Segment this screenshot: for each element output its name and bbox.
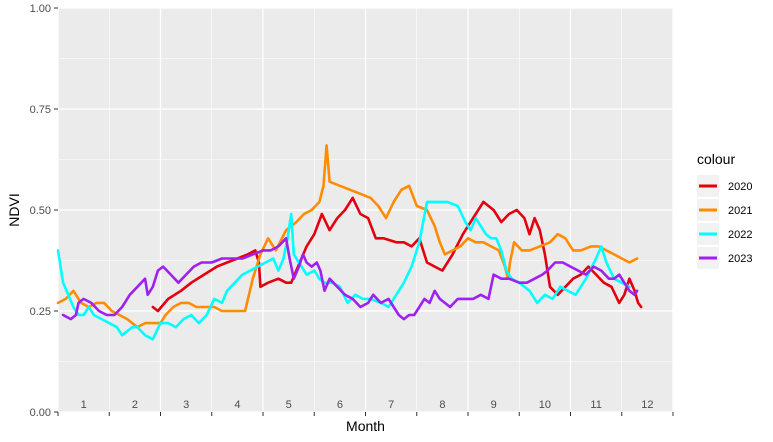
month-label: 8 <box>439 399 445 411</box>
y-tick-label: 0.50 <box>30 205 51 217</box>
month-label: 12 <box>641 399 653 411</box>
month-label: 4 <box>234 399 240 411</box>
legend-label-2023: 2023 <box>728 253 752 265</box>
axes: 0.000.250.500.751.001 2 3 4 5 6 7 8 9 10 11 12 <box>30 3 674 419</box>
y-tick-label: 0.25 <box>30 306 51 318</box>
month-label: 9 <box>491 399 497 411</box>
y-tick-label: 1.00 <box>30 3 51 15</box>
legend-label-2022: 2022 <box>728 229 752 241</box>
y-axis-title: NDVI <box>6 193 22 226</box>
month-label: 11 <box>590 399 601 411</box>
legend-title: colour <box>697 151 735 167</box>
month-label: 7 <box>388 399 394 411</box>
month-label: 10 <box>539 399 551 411</box>
month-label: 3 <box>183 399 189 411</box>
series-layer <box>56 144 643 341</box>
month-label: 1 <box>81 399 87 411</box>
y-tick-label: 0.00 <box>30 407 51 419</box>
series-line-2023 <box>61 237 639 321</box>
legend: colour 2020 2021 2022 2023 <box>697 151 752 269</box>
legend-label-2021: 2021 <box>728 205 752 217</box>
legend-items: 2020 2021 2022 2023 <box>697 175 752 269</box>
month-label: 6 <box>337 399 343 411</box>
y-tick-label: 0.75 <box>30 104 51 116</box>
legend-label-2020: 2020 <box>728 181 752 193</box>
month-label: 2 <box>132 399 138 411</box>
series-line-2020 <box>151 196 643 313</box>
month-label: 5 <box>286 399 292 411</box>
x-axis-title: Month <box>346 418 385 434</box>
series-line-2021 <box>56 144 639 329</box>
